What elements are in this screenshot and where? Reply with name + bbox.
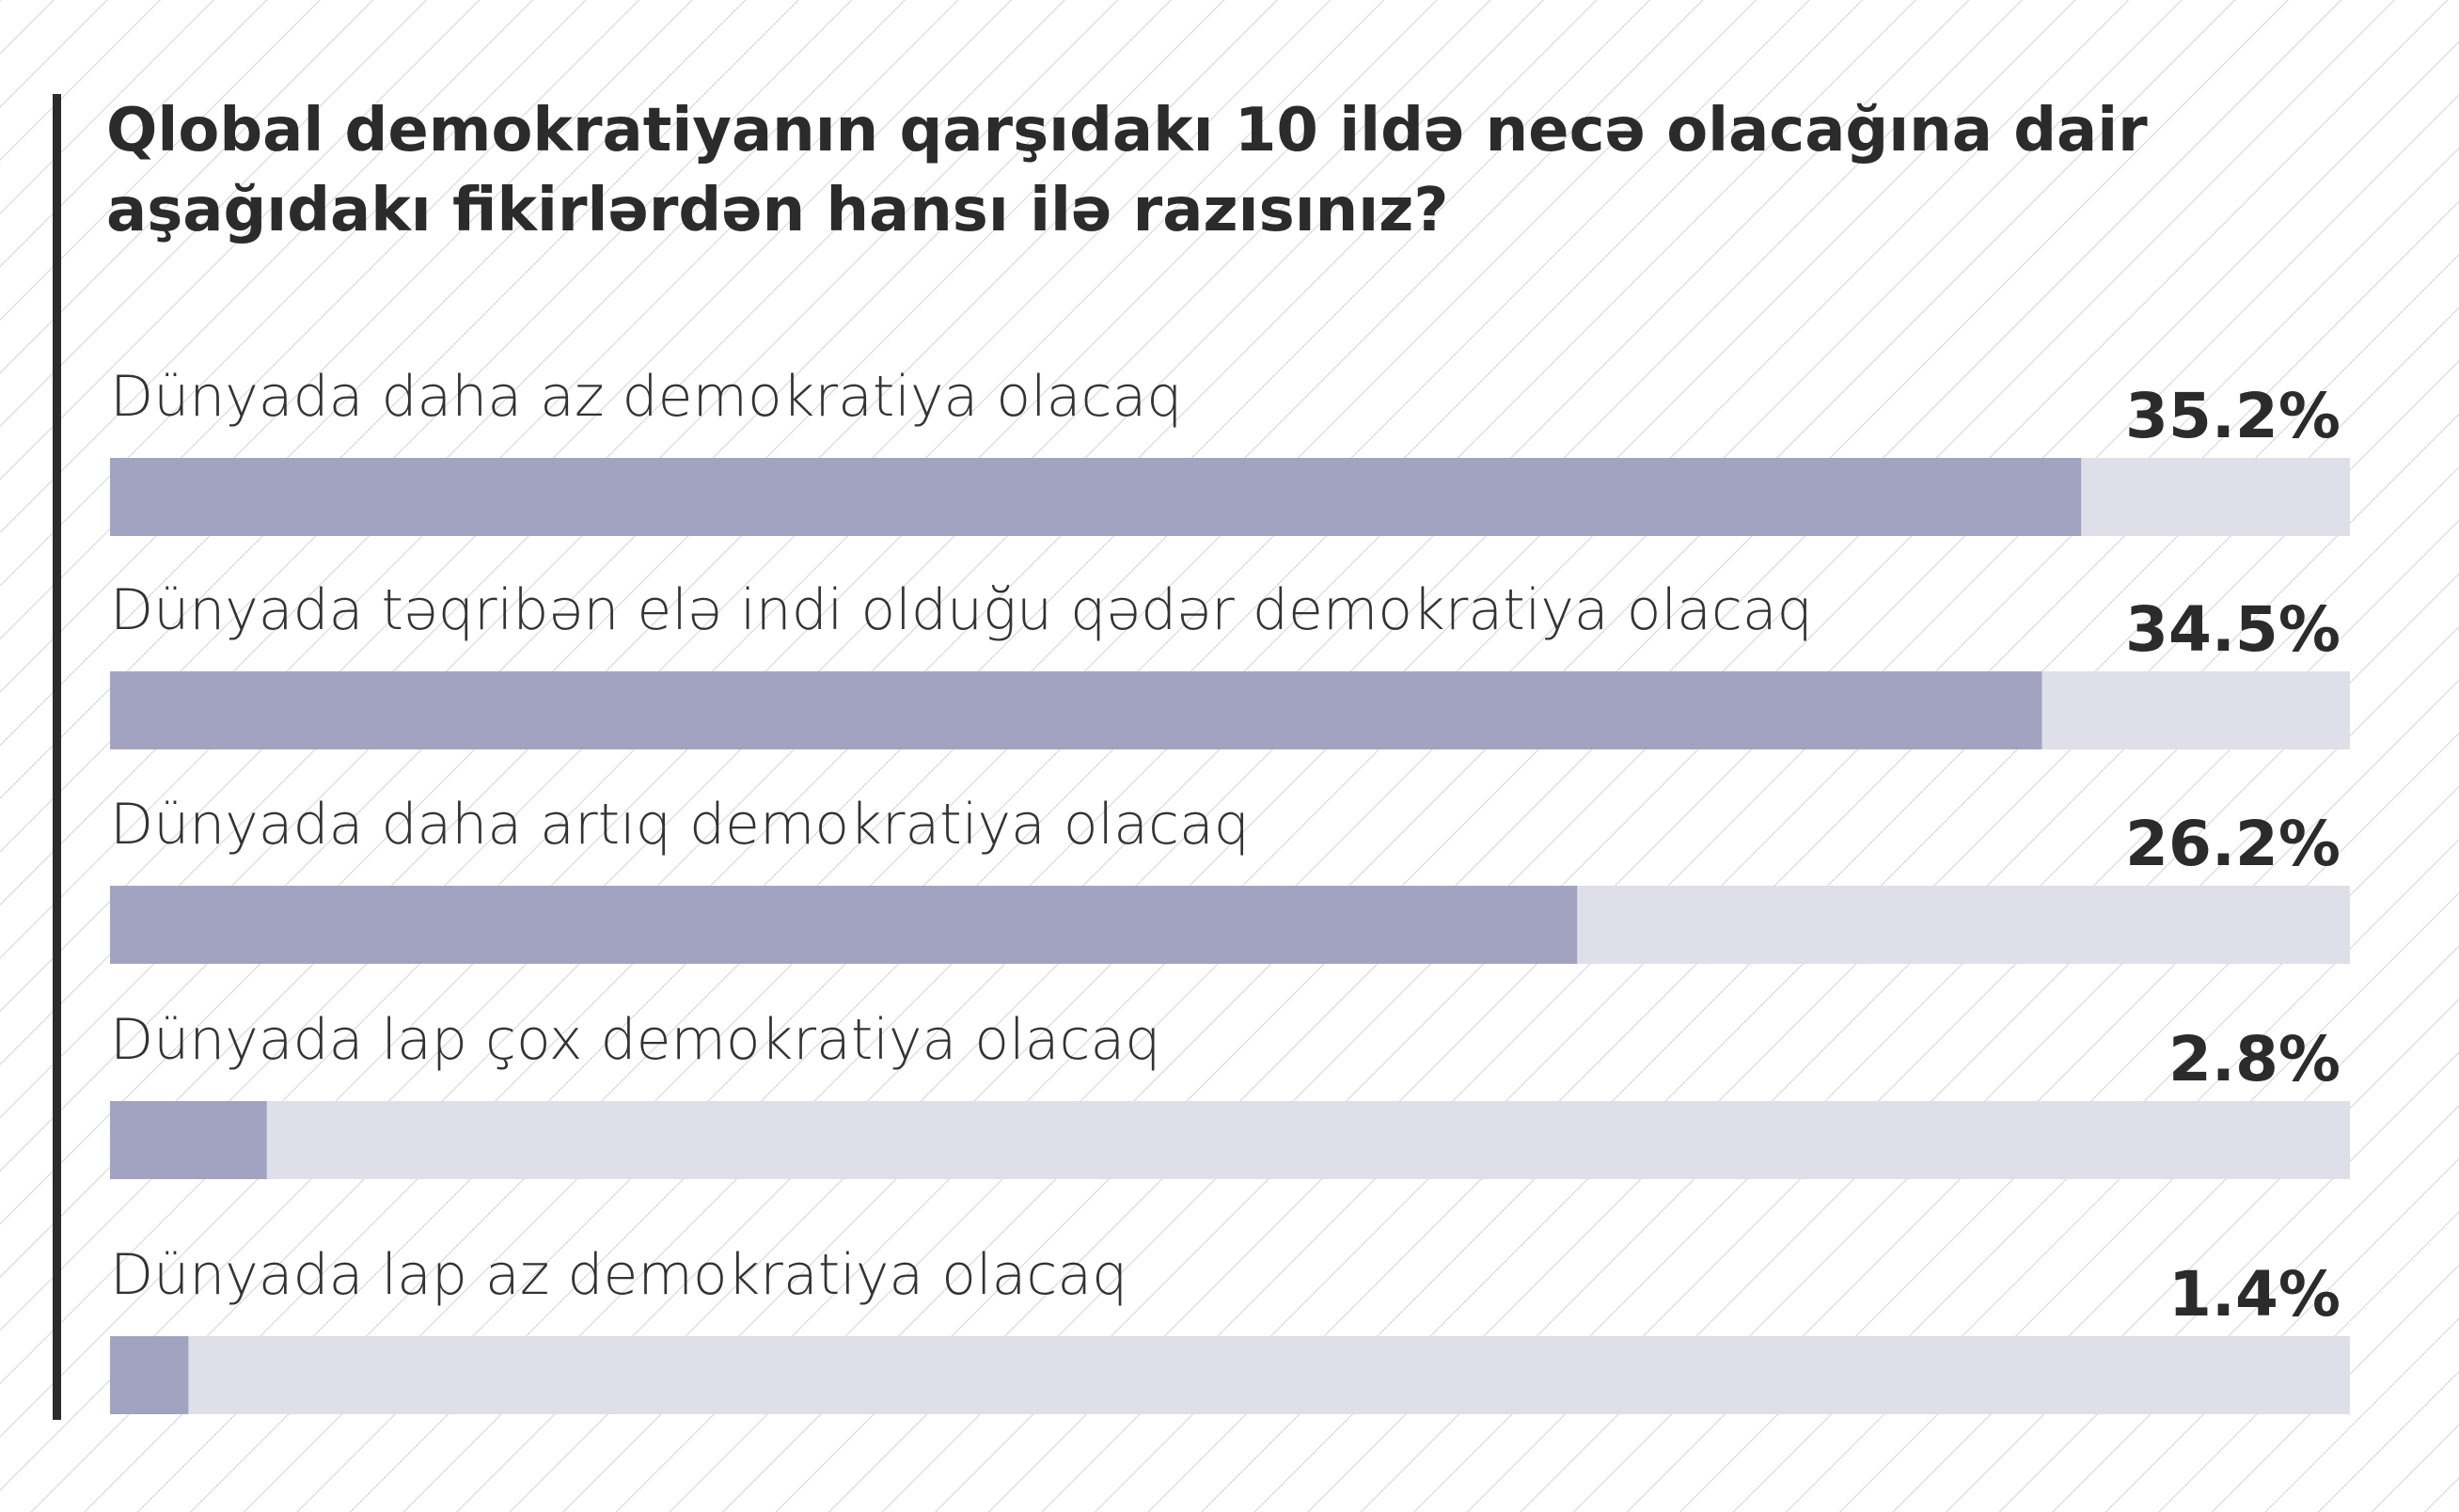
category-label: Dünyada lap az demokratiya olacaq bbox=[110, 1242, 1127, 1308]
bar bbox=[110, 1101, 267, 1179]
bar-track bbox=[110, 1101, 2350, 1179]
value-label: 34.5% bbox=[2125, 593, 2341, 666]
category-label: Dünyada daha az demokratiya olacaq bbox=[110, 364, 1182, 430]
bar bbox=[110, 886, 1578, 964]
category-label: Dünyada daha artıq demokratiya olacaq bbox=[110, 792, 1250, 858]
value-label: 35.2% bbox=[2125, 380, 2341, 452]
chart-title: aşağıdakı fikirlərdən hansı ilə razısını… bbox=[106, 176, 1449, 245]
category-label: Dünyada təqribən elə indi olduğu qədər d… bbox=[110, 577, 1813, 643]
accent-line bbox=[53, 94, 61, 1420]
value-label: 2.8% bbox=[2168, 1023, 2341, 1095]
chart-title: Qlobal demokratiyanın qarşıdakı 10 ildə … bbox=[106, 96, 2148, 165]
value-label: 26.2% bbox=[2125, 808, 2341, 880]
category-label: Dünyada lap çox demokratiya olacaq bbox=[110, 1007, 1160, 1073]
bar-track bbox=[110, 1336, 2350, 1414]
bar bbox=[110, 1336, 189, 1414]
bar bbox=[110, 458, 2082, 536]
value-label: 1.4% bbox=[2168, 1258, 2341, 1331]
bar bbox=[110, 671, 2042, 749]
